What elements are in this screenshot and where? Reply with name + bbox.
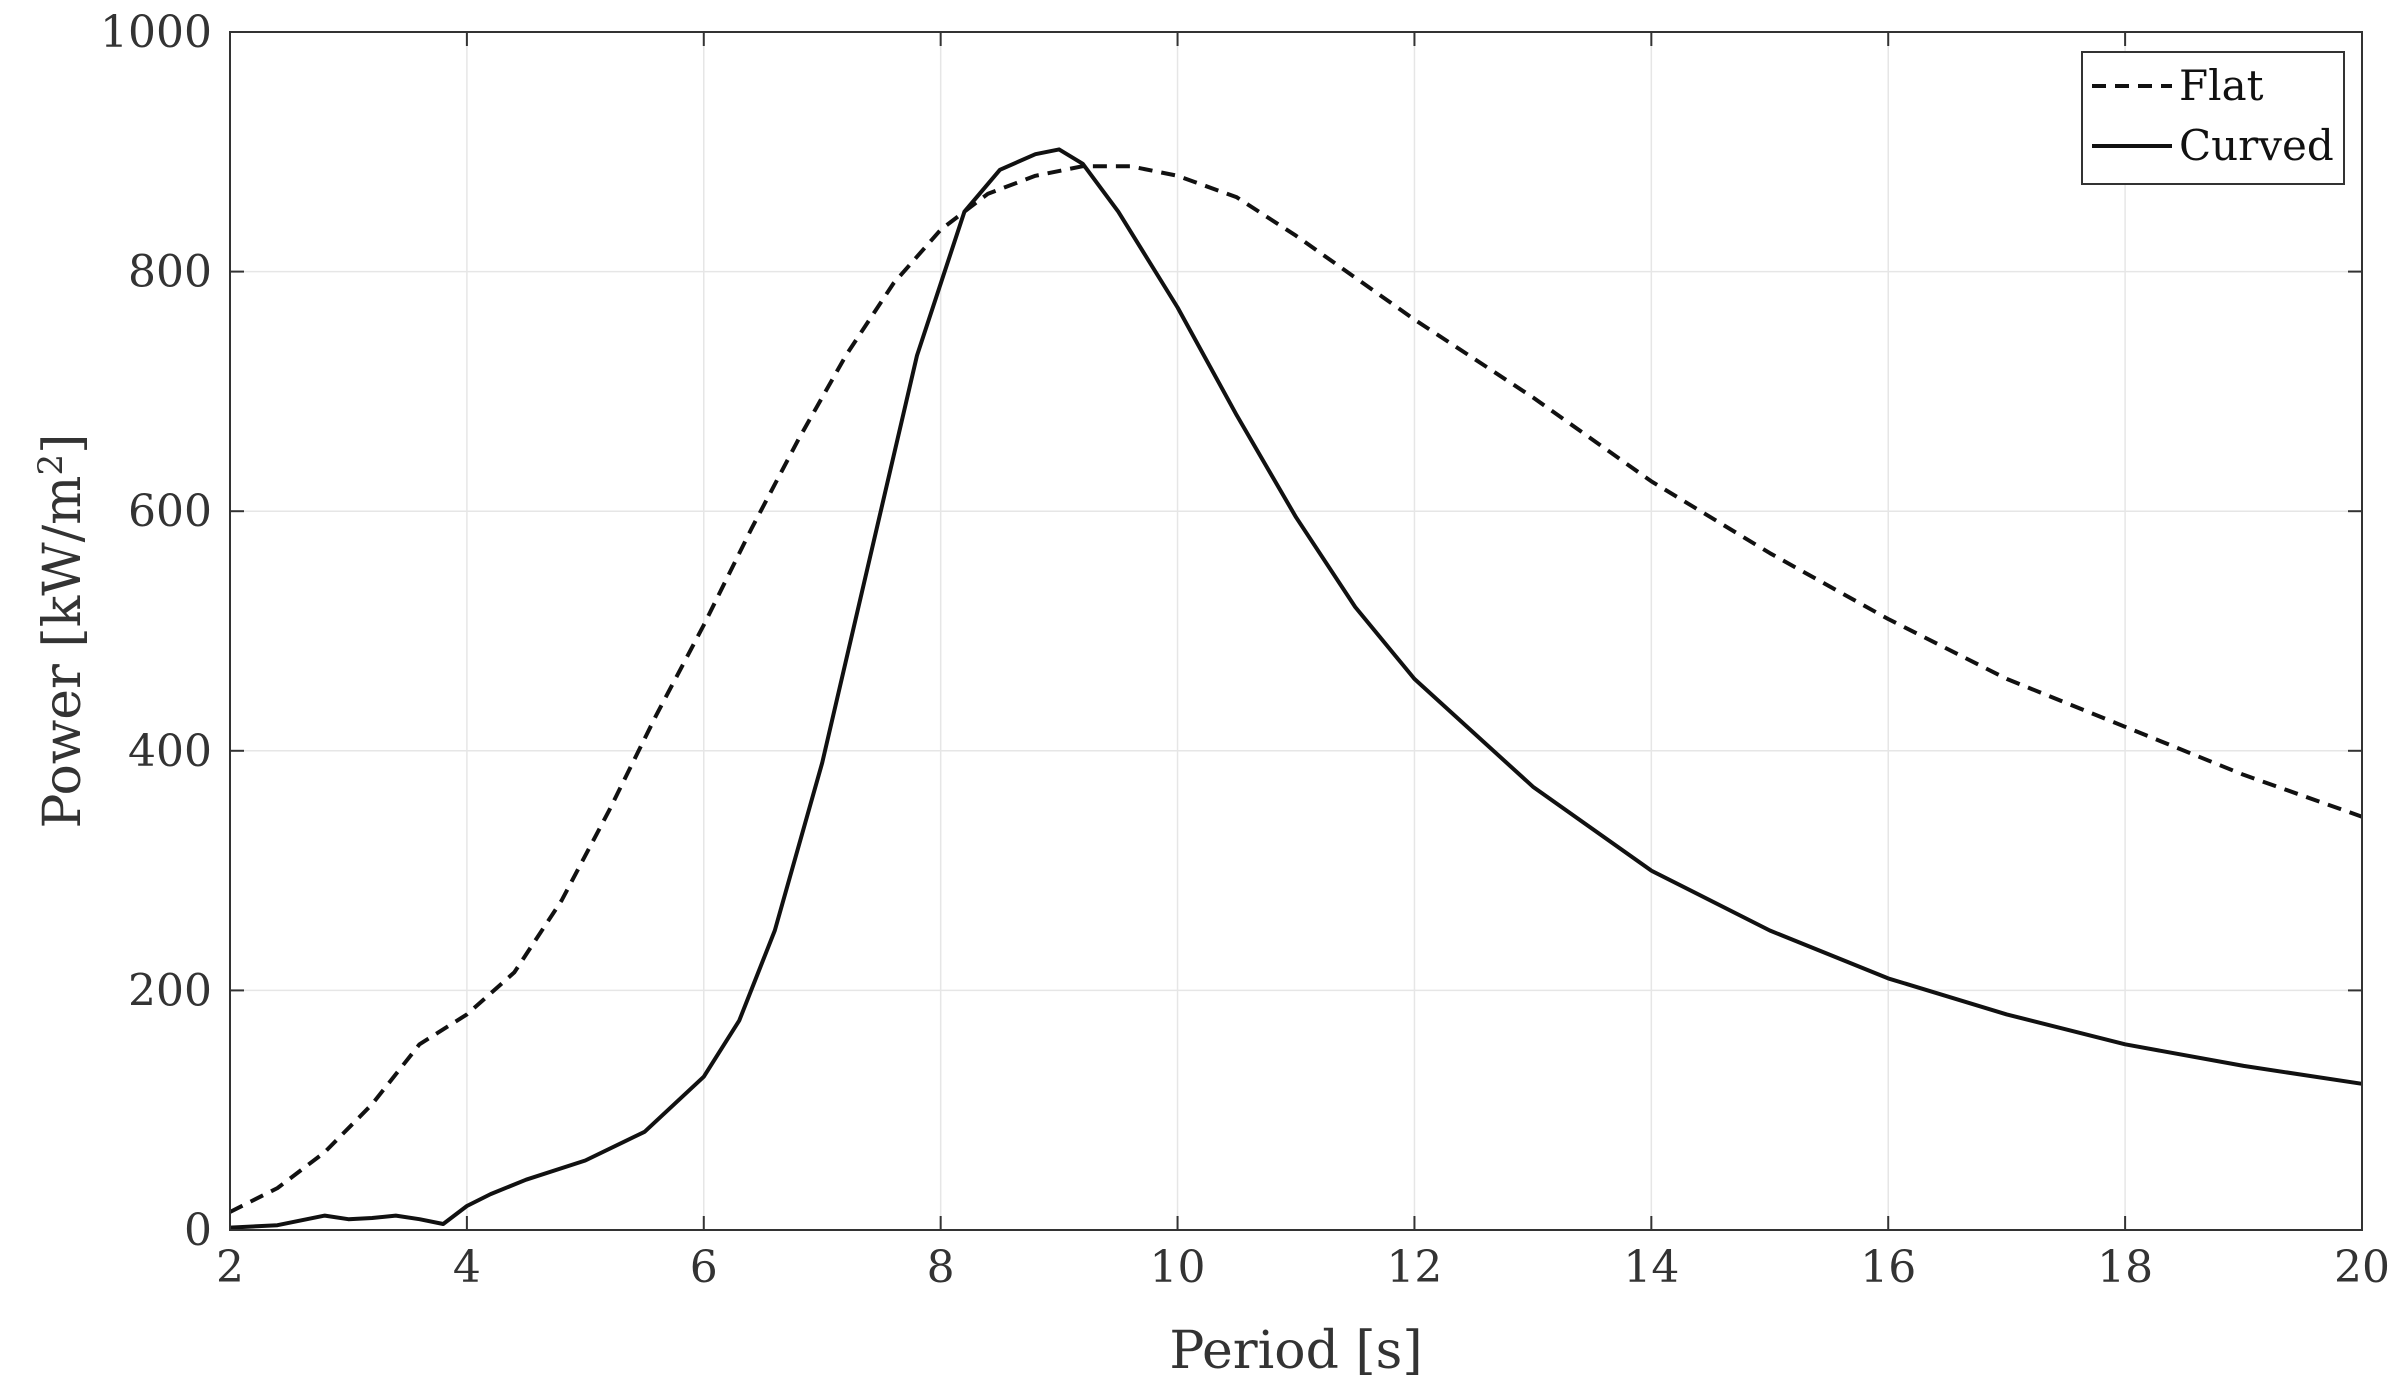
legend-box (2081, 51, 2345, 185)
x-tick-labels: 2 4 6 8 10 12 14 16 18 20 (216, 1242, 2390, 1293)
y-tick-label: 400 (128, 726, 212, 777)
legend: Flat Curved (2081, 51, 2345, 185)
y-axis-label-superscript: 2 (31, 454, 71, 476)
x-tick-label: 18 (2097, 1242, 2153, 1293)
x-tick-label: 12 (1386, 1242, 1442, 1293)
y-axis-label-main: Power [kW/m (33, 476, 93, 829)
series-line-curved (229, 147, 2363, 1230)
y-axis-label-end: ] (33, 434, 93, 454)
y-tick-label: 800 (128, 247, 212, 298)
series-layer (229, 147, 2363, 1230)
x-tick-label: 16 (1860, 1242, 1916, 1293)
grid-lines (229, 31, 2363, 1231)
y-tick-label: 0 (184, 1205, 212, 1256)
y-tick-label: 1000 (100, 7, 212, 58)
x-tick-label: 8 (927, 1242, 955, 1293)
x-tick-label: 20 (2334, 1242, 2390, 1293)
x-tick-label: 6 (690, 1242, 718, 1293)
x-tick-label: 4 (453, 1242, 481, 1293)
x-tick-label: 10 (1150, 1242, 1206, 1293)
y-tick-labels: 0 200 400 600 800 1000 (100, 7, 212, 1256)
series-line-flat (229, 164, 2363, 1214)
x-axis-label: Period [s] (1169, 1321, 1422, 1381)
y-axis-label: Power [kW/m2] (31, 434, 93, 829)
x-tick-label: 2 (216, 1242, 244, 1293)
x-tick-label: 14 (1623, 1242, 1679, 1293)
legend-flat-label: Flat (2179, 61, 2264, 110)
plot-frame (229, 31, 2363, 1231)
legend-curved-label: Curved (2179, 121, 2334, 170)
y-tick-label: 200 (128, 965, 212, 1016)
y-tick-label: 600 (128, 486, 212, 537)
tick-marks (229, 31, 2363, 1231)
